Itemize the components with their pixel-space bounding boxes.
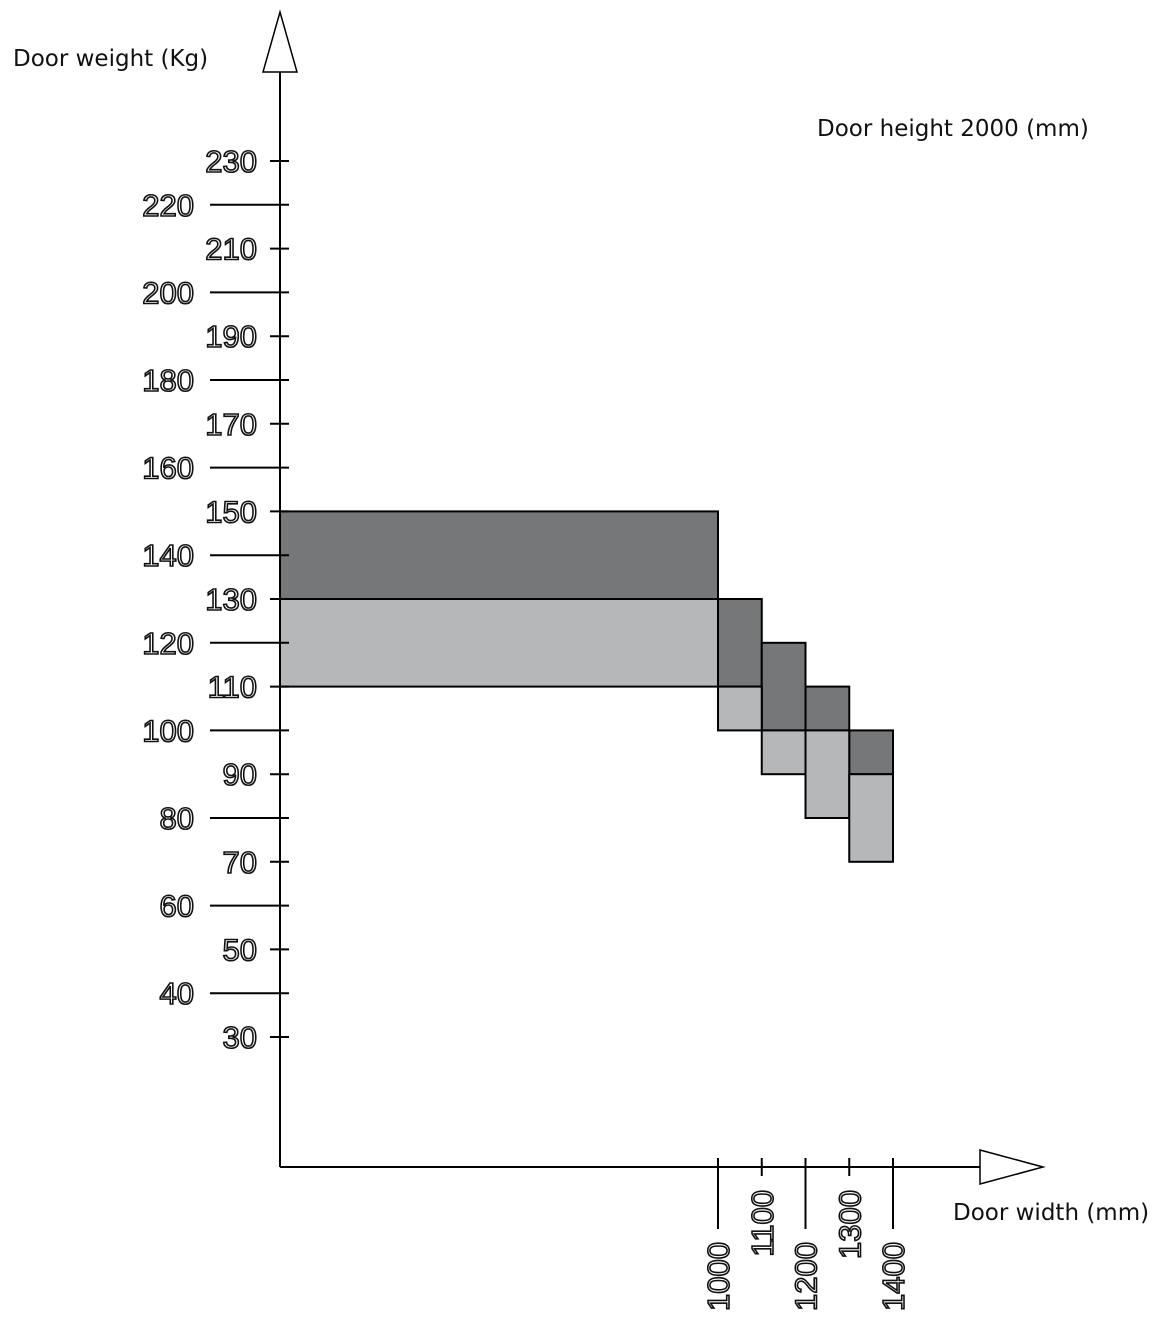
y-tick-label-70: 70 xyxy=(223,845,257,880)
chart-annotation: Door height 2000 (mm) xyxy=(817,116,1089,142)
y-tick-label-130: 130 xyxy=(205,582,257,617)
y-tick-label-180: 180 xyxy=(142,363,194,398)
chart-regions xyxy=(280,511,893,861)
x-axis-arrow-icon xyxy=(980,1150,1043,1184)
y-tick-label-210: 210 xyxy=(205,232,257,267)
y-tick-label-140: 140 xyxy=(142,538,194,573)
y-tick-label-100: 100 xyxy=(142,713,194,748)
y-tick-label-150: 150 xyxy=(205,494,257,529)
y-tick-label-40: 40 xyxy=(160,976,194,1011)
y-axis-title: Door weight (Kg) xyxy=(13,46,208,72)
region-1-step-4 xyxy=(806,687,850,731)
x-tick-label-1100: 1100 xyxy=(745,1190,780,1257)
y-tick-label-30: 30 xyxy=(223,1020,257,1055)
y-tick-label-50: 50 xyxy=(223,932,257,967)
region-1-step-5 xyxy=(849,730,893,774)
y-tick-label-200: 200 xyxy=(142,275,194,310)
y-tick-label-110: 110 xyxy=(208,670,257,705)
y-tick-label-220: 220 xyxy=(142,188,194,223)
y-tick-label-120: 120 xyxy=(142,626,194,661)
region-2-step-2 xyxy=(718,687,762,731)
x-axis-title: Door width (mm) xyxy=(953,1200,1149,1226)
y-tick-label-170: 170 xyxy=(205,407,257,442)
x-tick-label-1000: 1000 xyxy=(701,1242,736,1311)
y-tick-label-230: 230 xyxy=(205,144,257,179)
y-tick-label-160: 160 xyxy=(142,451,194,486)
y-tick-label-90: 90 xyxy=(223,757,257,792)
region-1-step-3 xyxy=(762,643,806,731)
x-tick-label-1200: 1200 xyxy=(789,1242,824,1311)
region-1-step-2 xyxy=(718,599,762,687)
y-tick-label-60: 60 xyxy=(160,889,194,924)
region-2-step-1 xyxy=(280,599,718,687)
x-tick-label-1300: 1300 xyxy=(832,1190,867,1259)
y-axis-arrow-icon xyxy=(263,12,297,72)
y-tick-label-80: 80 xyxy=(160,801,194,836)
y-axis-ticks: 230 220 210 200 190 180 170 160 150 140 130 120 110 1… xyxy=(142,144,289,1055)
region-2-step-5 xyxy=(849,774,893,862)
region-1-step-1 xyxy=(280,511,718,599)
y-tick-label-190: 190 xyxy=(205,319,257,354)
region-2-step-4 xyxy=(806,730,850,818)
region-2-step-3 xyxy=(762,730,806,774)
x-tick-label-1400: 1400 xyxy=(876,1242,911,1311)
